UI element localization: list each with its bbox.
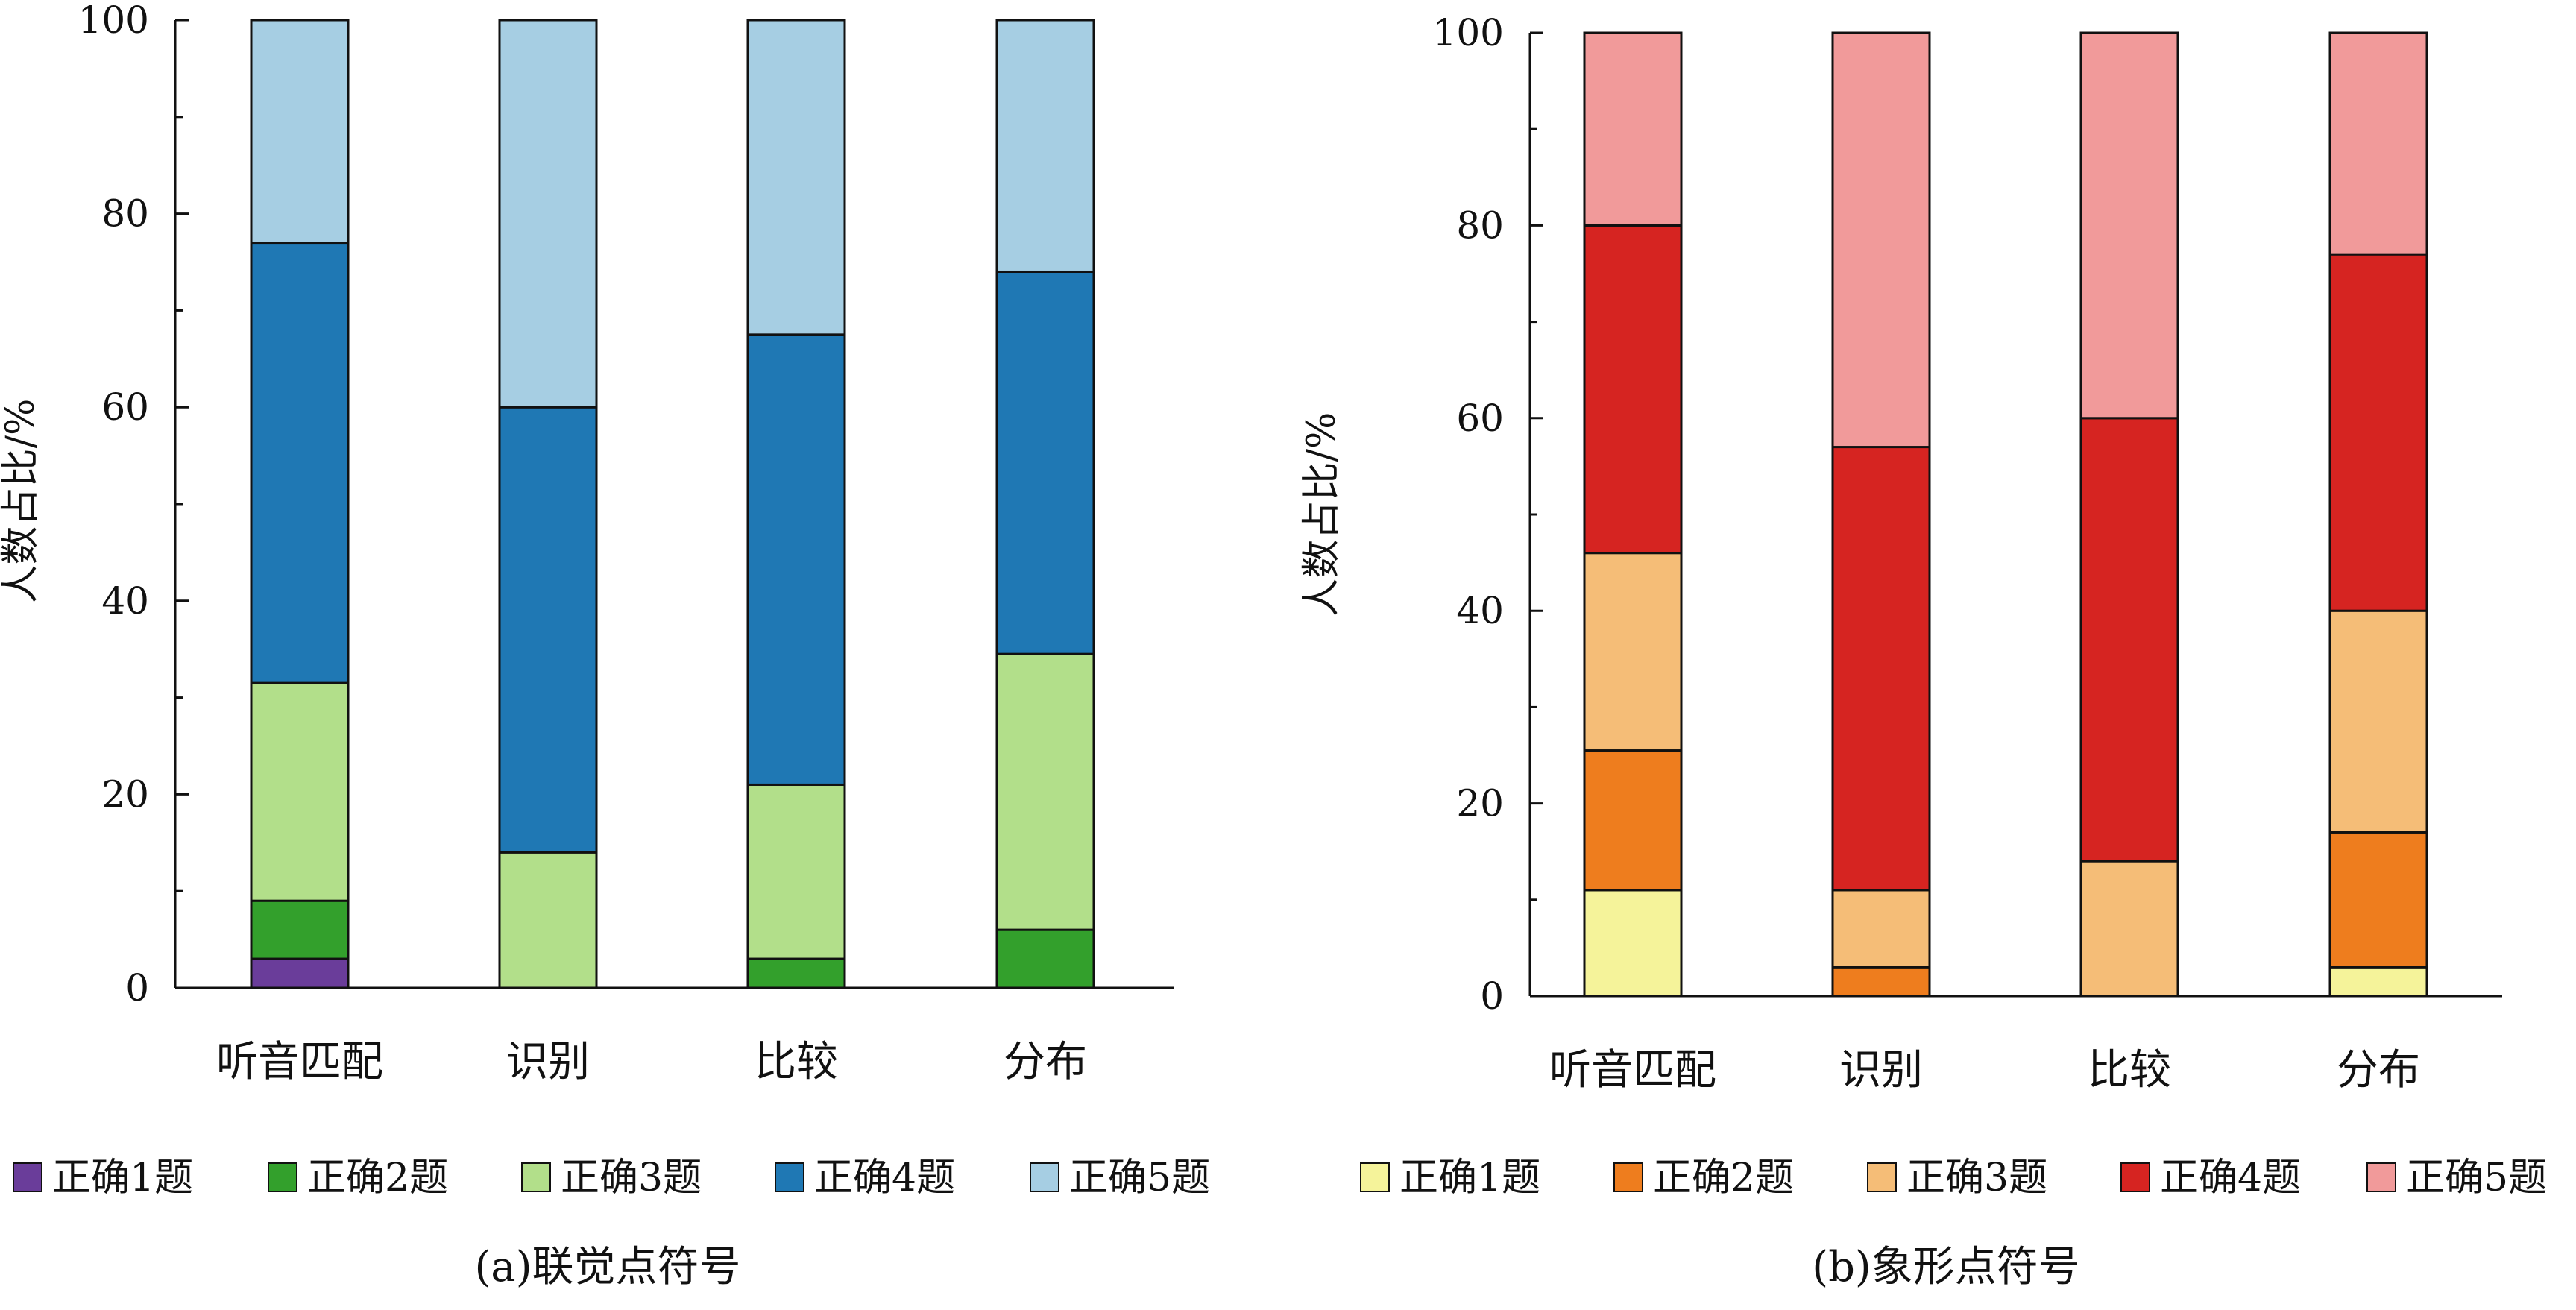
bar-segment-识别-正确2题	[1831, 966, 1931, 998]
bar-segment-分布-正确4题	[995, 270, 1095, 655]
y-tick-label: 80	[1456, 204, 1504, 247]
bar-segment-比较-正确2题	[746, 957, 846, 989]
legend-label: 正确3题	[1906, 1156, 2047, 1200]
legend-swatch	[1613, 1162, 1643, 1192]
bar-segment-分布-正确3题	[995, 652, 1095, 931]
y-axis-title: 人数占比/%	[1300, 412, 1344, 617]
y-tick-label: 100	[78, 0, 149, 42]
legend-label: 正确1题	[1399, 1156, 1540, 1200]
bar-segment-听音匹配-正确1题	[1583, 889, 1683, 998]
bar-segment-识别-正确5题	[498, 19, 598, 409]
legend-label: 正确4题	[2160, 1156, 2301, 1200]
chart-caption: (b)象形点符号	[1812, 1243, 2080, 1291]
bar-segment-比较-正确4题	[2079, 417, 2179, 863]
legend-swatch	[521, 1162, 551, 1192]
x-category-label: 听音匹配	[1549, 1046, 1716, 1095]
bar-segment-分布-正确2题	[2328, 831, 2428, 969]
x-category-label: 识别	[1839, 1046, 1923, 1095]
y-tick-label: 80	[101, 192, 149, 236]
y-tick-label: 20	[1456, 782, 1504, 825]
bar-segment-听音匹配-正确4题	[250, 242, 350, 684]
bar-segment-比较-正确5题	[2079, 31, 2179, 420]
bar-segment-分布-正确4题	[2328, 253, 2428, 612]
y-tick-label: 60	[101, 385, 149, 429]
chart-caption: (a)联觉点符号	[474, 1243, 740, 1291]
legend-label: 正确5题	[2406, 1156, 2547, 1200]
legend-swatch	[1030, 1162, 1059, 1192]
bar-segment-分布-正确3题	[2328, 609, 2428, 834]
bar-segment-比较-正确3题	[2079, 860, 2179, 998]
x-category-label: 比较	[2088, 1046, 2171, 1095]
y-axis-title: 人数占比/%	[0, 399, 43, 604]
bar-segment-听音匹配-正确3题	[1583, 552, 1683, 752]
chart-panel-b: 0 20 40 60 80 100 听音匹配 识别 比较 分布 人数占比/% 正确1题 正确2题 正确3题…	[1300, 11, 2547, 1291]
legend-swatch	[13, 1162, 42, 1192]
bar-segment-比较-正确3题	[746, 783, 846, 960]
bar-segment-分布-正确2题	[995, 928, 1095, 989]
legend-label: 正确4题	[814, 1156, 955, 1200]
legend-label: 正确3题	[561, 1156, 702, 1200]
bar-segment-识别-正确3题	[1831, 889, 1931, 969]
x-category-label: 识别	[506, 1038, 590, 1086]
chart-panel-a: 0 20 40 60 80 100 听音匹配 识别 比较 分布 人数占比/% 正确1题 正确2题 正确3题…	[0, 0, 1210, 1291]
legend-label: 正确1题	[52, 1156, 193, 1200]
bar-segment-识别-正确4题	[1831, 446, 1931, 892]
bar-segment-分布-正确1题	[2328, 966, 2428, 998]
y-tick-label: 40	[101, 579, 149, 623]
y-tick-label: 0	[1480, 974, 1504, 1018]
bar-segment-识别-正确5题	[1831, 31, 1931, 449]
bar-segment-听音匹配-正确3题	[250, 681, 350, 902]
y-tick-label: 20	[101, 772, 149, 816]
x-category-label: 分布	[1004, 1038, 1087, 1086]
bar-segment-识别-正确3题	[498, 851, 598, 989]
bar-segment-识别-正确4题	[498, 406, 598, 854]
bar-segment-听音匹配-正确5题	[250, 19, 350, 245]
legend-swatch	[2120, 1162, 2150, 1192]
bar-segment-听音匹配-正确2题	[1583, 749, 1683, 892]
bar-segment-听音匹配-正确5题	[1583, 31, 1683, 227]
y-tick-label: 40	[1456, 589, 1504, 632]
x-category-label: 分布	[2337, 1046, 2420, 1095]
bar-segment-听音匹配-正确2题	[250, 899, 350, 960]
bar-segment-分布-正确5题	[2328, 31, 2428, 256]
y-tick-label: 60	[1456, 397, 1504, 440]
legend-swatch	[1867, 1162, 1897, 1192]
bar-segment-听音匹配-正确4题	[1583, 224, 1683, 555]
x-category-label: 比较	[755, 1038, 838, 1086]
legend-label: 正确5题	[1069, 1156, 1210, 1200]
bar-segment-比较-正确5题	[746, 19, 846, 336]
legend-label: 正确2题	[307, 1156, 448, 1200]
bar-segment-听音匹配-正确1题	[250, 957, 350, 989]
bar-segment-分布-正确5题	[995, 19, 1095, 273]
legend-swatch	[268, 1162, 297, 1192]
legend-swatch	[2366, 1162, 2396, 1192]
bar-segment-比较-正确4题	[746, 333, 846, 786]
x-category-label: 听音匹配	[216, 1038, 383, 1086]
legend-swatch	[775, 1162, 804, 1192]
y-tick-label: 0	[125, 966, 149, 1010]
y-tick-label: 100	[1433, 11, 1504, 54]
legend-swatch	[1360, 1162, 1390, 1192]
legend-label: 正确2题	[1653, 1156, 1794, 1200]
